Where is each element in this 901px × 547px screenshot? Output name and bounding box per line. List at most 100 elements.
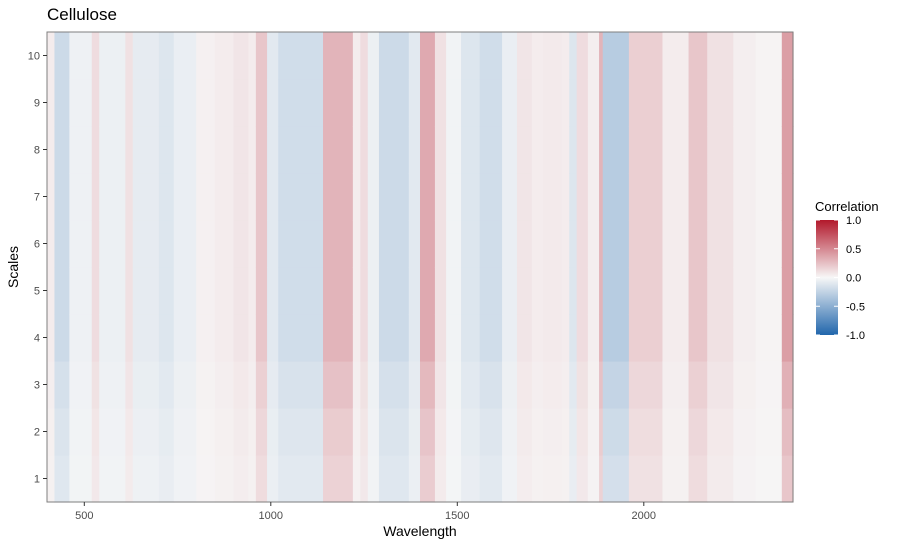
heatmap-cell [323,79,354,127]
heatmap-cell [408,361,421,409]
heatmap-cell [599,220,604,268]
heatmap-cell [662,79,690,127]
heatmap-cell [461,267,481,315]
heatmap-cell [531,267,544,315]
heatmap-cell [69,173,93,221]
heatmap-cell [267,267,279,315]
heatmap-cell [561,32,570,80]
heatmap-cell [628,408,664,456]
heatmap-cell [173,173,197,221]
heatmap-cell [461,79,481,127]
heatmap-cell [233,455,250,503]
heatmap-cell [99,220,126,268]
heatmap-cell [408,126,421,174]
heatmap-cell [569,173,578,221]
heatmap-cell [91,267,100,315]
heatmap-cell [352,267,361,315]
heatmap-cell [158,173,175,221]
heatmap-cell [688,455,708,503]
heatmap-cell [69,126,93,174]
heatmap-cell [278,79,324,127]
heatmap-cell [733,79,757,127]
heatmap-cell [158,314,175,362]
heatmap-cell [662,32,690,80]
heatmap-cell [91,408,100,456]
heatmap-cell [158,32,175,80]
heatmap-cell [420,173,436,221]
heatmap-cell [516,408,533,456]
heatmap-cell [434,126,447,174]
heatmap-cell [602,32,630,80]
heatmap-cell [125,267,134,315]
heatmap-cell [587,361,600,409]
heatmap-cell [196,173,216,221]
heatmap-cell [255,361,268,409]
heatmap-cell [662,455,690,503]
chart-title: Cellulose [47,5,117,24]
heatmap-cell [233,173,250,221]
heatmap-cell [47,314,56,362]
heatmap-cell [54,79,70,127]
heatmap-cell [446,455,462,503]
heatmap-cell [434,173,447,221]
x-tick-label: 2000 [632,510,656,522]
heatmap-cell [54,361,70,409]
heatmap-cell [599,32,604,80]
heatmap-cell [599,361,604,409]
y-tick-label: 3 [34,380,40,392]
heatmap-cell [461,220,481,268]
heatmap-cell [707,314,734,362]
heatmap-cell [733,408,757,456]
heatmap-cell [602,79,630,127]
heatmap-cell [47,126,56,174]
heatmap-cell [99,267,126,315]
heatmap-cell [196,32,216,80]
legend-colorbar [816,220,838,335]
heatmap-cell [602,267,630,315]
heatmap-cell [516,79,533,127]
heatmap-cell [214,79,235,127]
heatmap-cell [367,220,380,268]
heatmap-cell [255,32,268,80]
x-tick-label: 1000 [259,510,283,522]
heatmap-cell [408,32,421,80]
heatmap-cell [755,455,783,503]
heatmap-cell [420,267,436,315]
heatmap-cell [323,314,354,362]
heatmap-cell [502,267,518,315]
heatmap-cell [587,126,600,174]
y-tick-label: 5 [34,286,40,298]
heatmap-cell [569,361,578,409]
heatmap-cell [543,173,563,221]
heatmap-cell [408,408,421,456]
heatmap-cell [502,455,518,503]
heatmap-cell [367,314,380,362]
heatmap-cell [54,126,70,174]
heatmap-cell [781,408,794,456]
heatmap-cell [502,220,518,268]
heatmap-cell [47,173,56,221]
heatmap-cell [707,32,734,80]
heatmap-cell [602,408,630,456]
heatmap-cell [352,408,361,456]
heatmap-cell [628,79,664,127]
heatmap-cell [378,32,410,80]
heatmap-cell [360,79,369,127]
heatmap-cell [360,126,369,174]
heatmap-cell [781,267,794,315]
heatmap-cell [367,408,380,456]
heatmap-cell [569,32,578,80]
heatmap-cell [47,32,56,80]
heatmap-cell [91,361,100,409]
heatmap-cell [360,408,369,456]
heatmap-cell [576,79,589,127]
heatmap-cell [516,455,533,503]
heatmap-cell [214,455,235,503]
heatmap-cell [54,455,70,503]
heatmap-cell [733,32,757,80]
heatmap-cell [214,361,235,409]
heatmap-cell [378,455,410,503]
heatmap-cell [248,408,257,456]
heatmap-cell [408,267,421,315]
heatmap-cell [248,126,257,174]
